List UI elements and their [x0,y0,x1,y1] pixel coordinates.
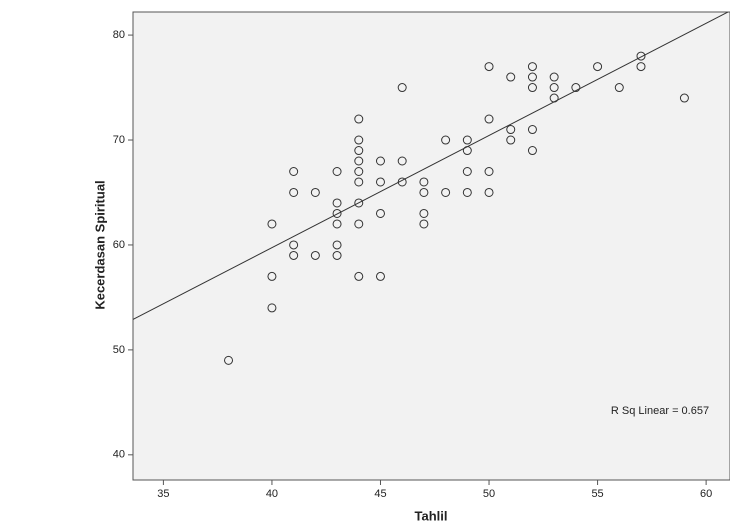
x-tick-label: 45 [374,488,386,500]
x-tick-label: 50 [483,488,495,500]
x-tick-label: 55 [591,488,603,500]
x-tick-label: 60 [700,488,712,500]
x-tick-label: 35 [157,488,169,500]
y-tick-label: 60 [113,239,125,251]
x-tick-label: 40 [266,488,278,500]
y-tick-label: 80 [113,29,125,41]
y-tick-label: 40 [113,449,125,461]
y-axis-title: Kecerdasan Spiritual [92,180,107,309]
y-tick-label: 70 [113,134,125,146]
chart: Tahlil Kecerdasan Spiritual R Sq Linear … [0,0,730,526]
y-tick-label: 50 [113,344,125,356]
x-axis-title: Tahlil [415,508,448,523]
r-squared-annotation: R Sq Linear = 0.657 [611,405,709,417]
